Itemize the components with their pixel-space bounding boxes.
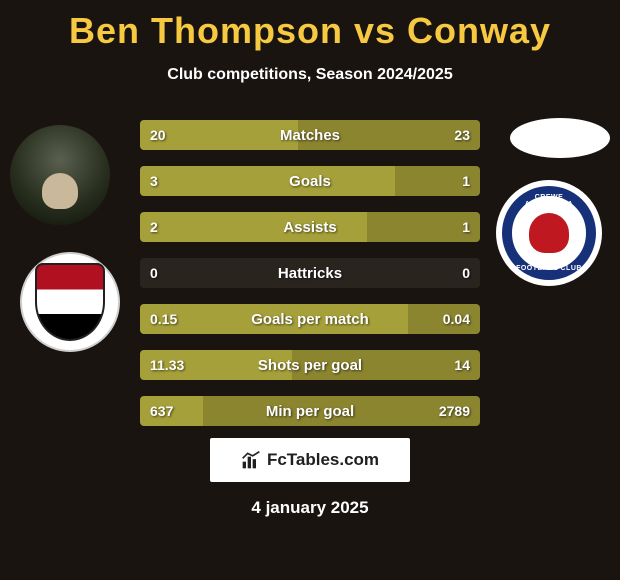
date-text: 4 january 2025	[0, 498, 620, 518]
stat-label: Matches	[140, 120, 480, 150]
brand-text: FcTables.com	[267, 450, 379, 470]
stat-label: Goals per match	[140, 304, 480, 334]
stat-label: Goals	[140, 166, 480, 196]
club-right-text-bottom: FOOTBALL CLUB	[512, 265, 586, 272]
stat-label: Hattricks	[140, 258, 480, 288]
brand-box: FcTables.com	[210, 438, 410, 482]
brand-chart-icon	[241, 450, 261, 470]
club-right-badge: CREWE ALEXANDRA FOOTBALL CLUB	[496, 180, 602, 286]
stat-row: 31Goals	[140, 166, 480, 196]
stat-row: 00Hattricks	[140, 258, 480, 288]
club-right-text-top: CREWE ALEXANDRA	[512, 194, 586, 208]
page-title: Ben Thompson vs Conway	[0, 0, 620, 52]
club-right-ring-icon: CREWE ALEXANDRA FOOTBALL CLUB	[502, 186, 596, 280]
club-left-shield-icon	[35, 263, 105, 341]
stats-container: 2023Matches 31Goals 21Assists 00Hattricks 0.…	[140, 120, 480, 442]
club-right-lion-icon	[529, 213, 569, 253]
stat-row: 21Assists	[140, 212, 480, 242]
stat-row: 6372789Min per goal	[140, 396, 480, 426]
player-right-avatar	[510, 118, 610, 158]
stat-row: 0.150.04Goals per match	[140, 304, 480, 334]
stat-row: 2023Matches	[140, 120, 480, 150]
club-left-badge	[20, 252, 120, 352]
stat-row: 11.3314Shots per goal	[140, 350, 480, 380]
stat-label: Shots per goal	[140, 350, 480, 380]
player-left-avatar	[10, 125, 110, 225]
stat-label: Assists	[140, 212, 480, 242]
stat-label: Min per goal	[140, 396, 480, 426]
subtitle: Club competitions, Season 2024/2025	[0, 66, 620, 84]
